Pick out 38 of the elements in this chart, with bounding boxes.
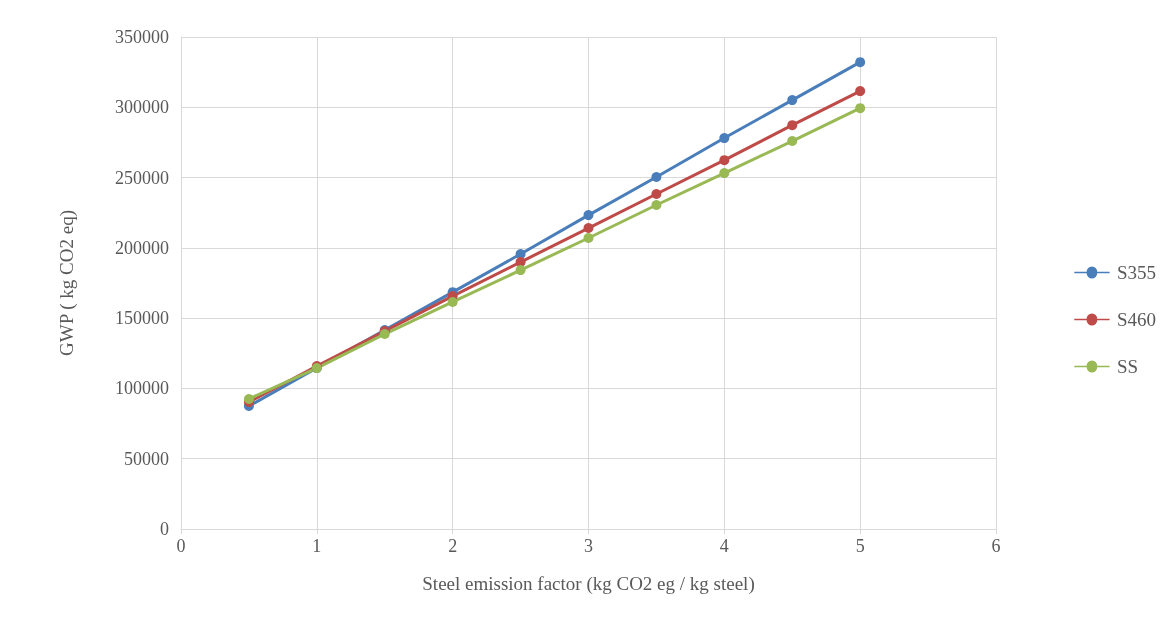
point bbox=[855, 57, 866, 68]
x-tick-label: 4 bbox=[719, 536, 729, 556]
x-axis-title: Steel emission factor (kg CO2 eg / kg steel) bbox=[422, 573, 755, 595]
x-tick-label: 6 bbox=[991, 536, 1001, 556]
point bbox=[651, 189, 662, 200]
legend-label: S460 bbox=[1116, 309, 1157, 330]
point bbox=[243, 393, 254, 404]
y-tick-label: 150000 bbox=[115, 308, 169, 329]
point bbox=[787, 95, 798, 106]
y-tick-label: 100000 bbox=[115, 378, 169, 399]
y-tick-label: 50000 bbox=[124, 448, 169, 469]
point bbox=[583, 210, 594, 221]
point bbox=[787, 120, 798, 131]
point bbox=[719, 133, 730, 144]
point bbox=[855, 103, 866, 114]
y-tick-label: 0 bbox=[160, 519, 169, 539]
x-tick-label: 5 bbox=[855, 536, 865, 556]
point bbox=[787, 136, 798, 147]
x-tick-label: 2 bbox=[448, 536, 458, 556]
y-axis-title: GWP ( kg CO2 eq) bbox=[56, 210, 78, 356]
point bbox=[583, 223, 594, 234]
x-tick-label: 1 bbox=[312, 536, 322, 556]
point bbox=[515, 265, 526, 276]
point bbox=[651, 172, 662, 183]
point bbox=[447, 296, 458, 307]
point bbox=[583, 233, 594, 244]
point bbox=[719, 155, 730, 166]
x-tick-label: 0 bbox=[176, 536, 186, 556]
legend-label: SS bbox=[1116, 356, 1139, 377]
y-tick-label: 200000 bbox=[115, 237, 169, 258]
y-tick-label: 300000 bbox=[115, 97, 169, 118]
point bbox=[855, 86, 866, 97]
x-tick-label: 3 bbox=[584, 536, 593, 556]
point bbox=[719, 168, 730, 179]
point bbox=[651, 199, 662, 210]
y-tick-label: 350000 bbox=[115, 27, 169, 47]
legend-label: S355 bbox=[1116, 262, 1157, 283]
y-tick-label: 250000 bbox=[115, 167, 169, 188]
